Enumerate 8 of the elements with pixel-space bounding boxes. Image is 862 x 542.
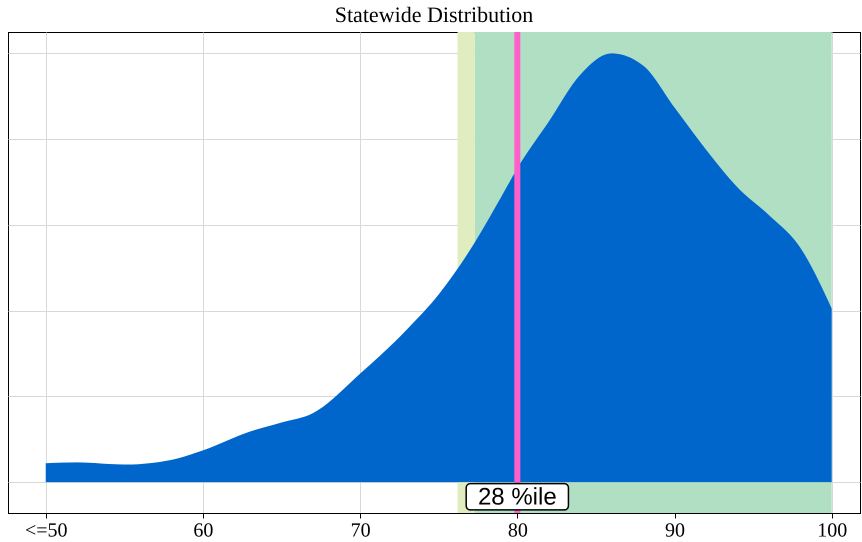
x-tick-label: 90 [665,520,686,542]
chart-title: Statewide Distribution [334,2,534,27]
x-tick-label: 100 [817,520,848,542]
x-tick-label: 80 [508,520,528,542]
x-tick-label: 70 [350,520,371,542]
x-tick-label: 60 [193,520,214,542]
ref-line-label: 28 %ile [478,484,557,511]
x-tick-label: <=50 [24,520,68,542]
